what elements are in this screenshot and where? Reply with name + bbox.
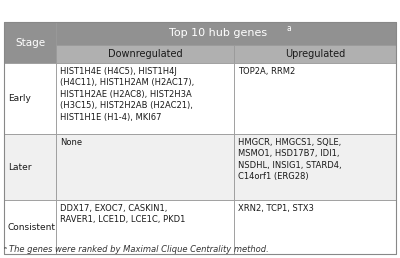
Text: Later: Later — [8, 163, 32, 172]
Bar — [4, 134, 56, 200]
Bar — [4, 22, 56, 63]
Bar — [56, 63, 234, 134]
Text: Early: Early — [8, 94, 31, 103]
Text: Upregulated: Upregulated — [285, 49, 345, 59]
Text: TOP2A, RRM2: TOP2A, RRM2 — [238, 67, 295, 76]
Bar — [4, 22, 396, 254]
Bar — [56, 134, 234, 200]
Text: HMGCR, HMGCS1, SQLE,
MSMO1, HSD17B7, IDI1,
NSDHL, INSIG1, STARD4,
C14orf1 (ERG28: HMGCR, HMGCS1, SQLE, MSMO1, HSD17B7, IDI… — [238, 138, 342, 181]
Bar — [234, 45, 396, 63]
Bar — [4, 200, 56, 254]
Bar — [234, 200, 396, 254]
Text: None: None — [60, 138, 82, 147]
Text: Stage: Stage — [15, 37, 45, 47]
Text: a: a — [287, 24, 291, 33]
Bar — [56, 200, 234, 254]
Text: Top 10 hub genes: Top 10 hub genes — [169, 28, 267, 38]
Bar — [56, 45, 234, 63]
Text: Downregulated: Downregulated — [108, 49, 182, 59]
Text: The genes were ranked by Maximal Clique Centrality method.: The genes were ranked by Maximal Clique … — [9, 245, 269, 254]
Bar — [234, 63, 396, 134]
Text: HIST1H4E (H4C5), HIST1H4J
(H4C11), HIST1H2AM (H2AC17),
HIST1H2AE (H2AC8), HIST2H: HIST1H4E (H4C5), HIST1H4J (H4C11), HIST1… — [60, 67, 194, 122]
Text: XRN2, TCP1, STX3: XRN2, TCP1, STX3 — [238, 204, 314, 213]
Bar — [56, 22, 396, 45]
Text: ᵃ: ᵃ — [4, 245, 7, 254]
Bar — [234, 134, 396, 200]
Text: DDX17, EXOC7, CASKIN1,
RAVER1, LCE1D, LCE1C, PKD1: DDX17, EXOC7, CASKIN1, RAVER1, LCE1D, LC… — [60, 204, 185, 224]
Bar — [4, 63, 56, 134]
Text: Consistent: Consistent — [8, 222, 56, 231]
